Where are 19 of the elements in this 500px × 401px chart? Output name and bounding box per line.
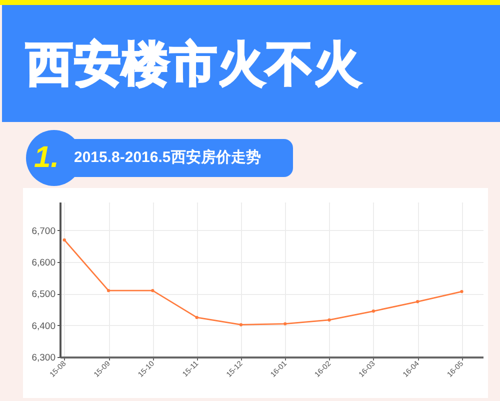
point <box>195 316 198 320</box>
point <box>106 288 110 292</box>
point <box>416 300 420 304</box>
chart-title: 西安楼市火不火 <box>26 36 362 92</box>
point <box>239 323 243 326</box>
y-tick-label: 6,700 <box>32 226 56 237</box>
y-tick-label: 6,600 <box>32 258 56 269</box>
y-tick-label: 6,300 <box>32 352 56 364</box>
point <box>151 288 154 292</box>
point <box>328 318 331 322</box>
point <box>62 238 66 242</box>
chart-subtitle: 2015.8-2016.5西安房价走势 <box>74 148 261 168</box>
text: 1. <box>34 140 60 176</box>
point <box>460 290 464 294</box>
line-series <box>62 238 464 326</box>
point <box>372 310 376 313</box>
y-tick-label: 6,500 <box>32 289 56 300</box>
point <box>284 322 287 326</box>
y-tick-label: 6,400 <box>32 320 56 332</box>
